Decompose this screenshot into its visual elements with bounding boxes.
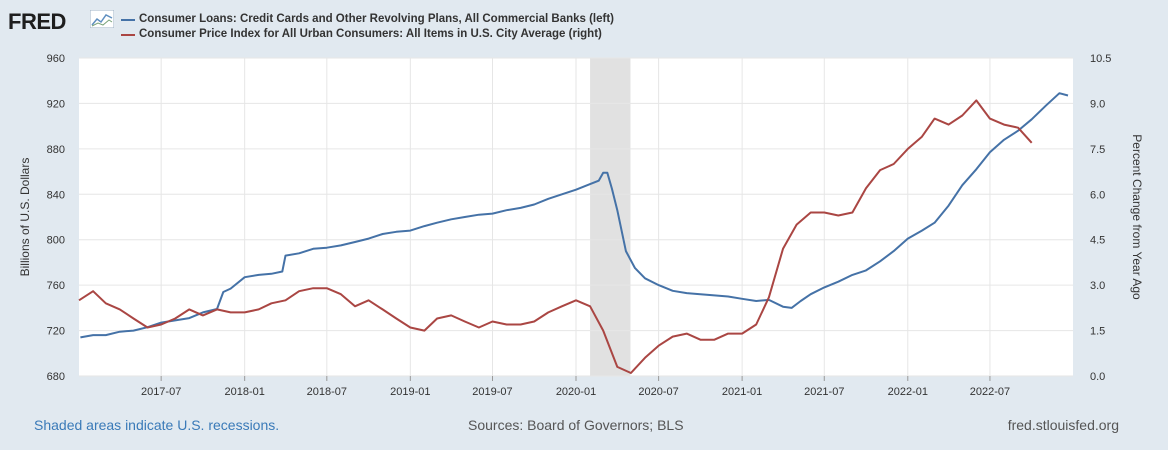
y-left-axis-label: Billions of U.S. Dollars: [18, 158, 32, 277]
y-left-tick-label: 720: [47, 326, 65, 338]
y-right-axis-label: Percent Change from Year Ago: [1130, 134, 1144, 300]
y-right-tick-label: 4.5: [1090, 235, 1105, 247]
y-right-tick-label: 1.5: [1090, 326, 1105, 338]
x-tick-label: 2021-01: [722, 386, 762, 398]
x-tick-label: 2020-01: [556, 386, 596, 398]
x-tick-label: 2017-07: [141, 386, 181, 398]
y-right-tick-label: 3.0: [1090, 280, 1105, 292]
recession-note[interactable]: Shaded areas indicate U.S. recessions.: [34, 417, 280, 433]
series-line-cpi: [78, 99, 1033, 374]
y-left-tick-label: 800: [47, 235, 65, 247]
legend-item-cpi[interactable]: Consumer Price Index for All Urban Consu…: [121, 27, 614, 42]
legend-label-cpi: Consumer Price Index for All Urban Consu…: [139, 28, 602, 40]
line-chart-icon: [90, 10, 114, 28]
x-tick-label: 2020-07: [638, 386, 678, 398]
y-left-tick-label: 680: [47, 371, 65, 383]
y-left-tick-label: 760: [47, 280, 65, 292]
y-right-tick-label: 7.5: [1090, 144, 1105, 156]
legend-swatch-cpi: [121, 33, 135, 36]
x-tick-label: 2019-01: [390, 386, 430, 398]
y-right-tick-label: 6.0: [1090, 189, 1105, 201]
legend-swatch-credit-cards: [121, 18, 135, 21]
y-right-tick-label: 9.0: [1090, 98, 1105, 110]
x-tick-label: 2021-07: [804, 386, 844, 398]
legend-item-credit-cards[interactable]: Consumer Loans: Credit Cards and Other R…: [121, 12, 614, 27]
x-tick-label: 2019-07: [472, 386, 512, 398]
x-tick-label: 2022-07: [970, 386, 1010, 398]
y-left-tick-label: 840: [47, 189, 65, 201]
recession-shade-0: [590, 58, 631, 376]
y-left-tick-label: 960: [47, 53, 65, 65]
sources-note: Sources: Board of Governors; BLS: [468, 417, 684, 433]
x-tick-label: 2018-01: [224, 386, 264, 398]
y-right-tick-label: 10.5: [1090, 53, 1111, 65]
x-tick-label: 2018-07: [307, 386, 347, 398]
x-tick-label: 2022-01: [888, 386, 928, 398]
site-url[interactable]: fred.stlouisfed.org: [1007, 417, 1119, 433]
fred-logo[interactable]: FRED: [8, 9, 66, 34]
chart-legend: Consumer Loans: Credit Cards and Other R…: [121, 12, 614, 42]
y-left-tick-label: 920: [47, 98, 65, 110]
legend-label-credit-cards: Consumer Loans: Credit Cards and Other R…: [139, 13, 615, 25]
series-line-credit-cards: [80, 92, 1069, 339]
y-right-tick-label: 0.0: [1090, 371, 1105, 383]
y-left-tick-label: 880: [47, 144, 65, 156]
